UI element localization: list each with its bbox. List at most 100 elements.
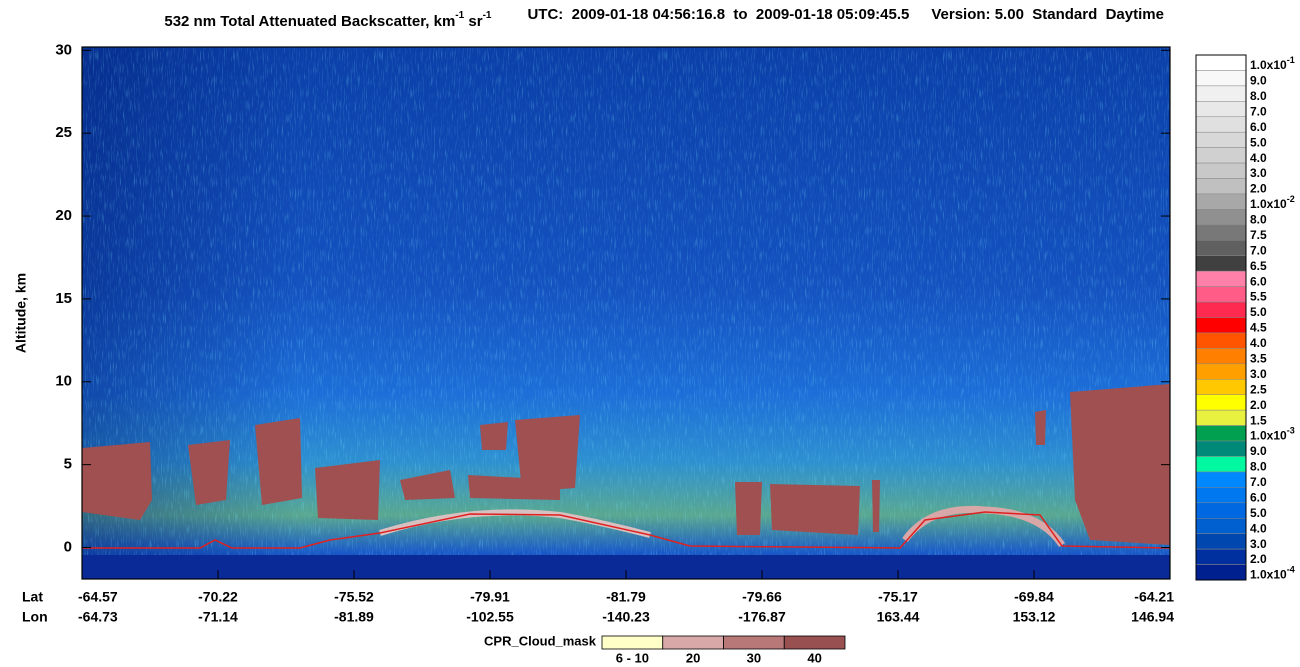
- y-tick-label: 30: [55, 41, 72, 58]
- colorbar-cell: [1195, 101, 1247, 118]
- colorbar-label-text: 1.5: [1250, 413, 1267, 427]
- colorbar-cell: [1195, 456, 1247, 473]
- colorbar-label: 2.5: [1250, 383, 1267, 397]
- colorbar-cell: [1195, 85, 1247, 102]
- colorbar-label: 7.0: [1250, 105, 1267, 119]
- y-tick-label: 5: [64, 456, 72, 473]
- colorbar-label: 5.0: [1250, 305, 1267, 319]
- colorbar-label-text: 3.5: [1250, 352, 1267, 366]
- title-main: 532 nm Total Attenuated Backscatter, km -…: [164, 10, 492, 30]
- colorbar-label-exp: -4: [1287, 565, 1295, 575]
- colorbar-cell: [1195, 178, 1247, 195]
- colorbar-cell: [1195, 270, 1247, 287]
- colorbar-label-text: 7.0: [1250, 475, 1267, 489]
- colorbar-label: 8.0: [1250, 213, 1267, 227]
- lat-tick-label: -75.52: [334, 589, 374, 605]
- colorbar-label: 1.0x10-2: [1250, 194, 1295, 211]
- title-text: sr: [464, 13, 483, 30]
- colorbar-label-text: 2.0: [1250, 552, 1267, 566]
- colorbar-label-text: 1.0x10: [1250, 568, 1287, 582]
- colorbar-label: 4.5: [1250, 321, 1267, 335]
- colorbar-label: 9.0: [1250, 74, 1267, 88]
- lon-tick-label: 153.12: [1013, 609, 1056, 625]
- colorbar-cell: [1195, 425, 1247, 442]
- colorbar-label-exp: -1: [1287, 55, 1295, 65]
- colorbar-label-text: 5.5: [1250, 290, 1267, 304]
- colorbar-cell: [1195, 131, 1247, 148]
- colorbar-cell: [1195, 116, 1247, 133]
- colorbar-cell: [1195, 533, 1247, 550]
- colorbar-label-text: 4.0: [1250, 336, 1267, 350]
- colorbar-cell: [1195, 317, 1247, 334]
- colorbar-label-text: 6.0: [1250, 120, 1267, 134]
- utc: UTC: 2009-01-18 04:56:16.8 to 2009-01-18…: [527, 6, 909, 23]
- colorbar-label-text: 8.0: [1250, 213, 1267, 227]
- colorbar-label: 6.0: [1250, 491, 1267, 505]
- cloud-mask-swatch: [783, 635, 846, 650]
- colorbar-label-text: 3.0: [1250, 166, 1267, 180]
- cloud-mask-regions: [82, 384, 1170, 545]
- colorbar-label: 5.5: [1250, 290, 1267, 304]
- colorbar-cell: [1195, 394, 1247, 411]
- colorbar-label: 5.0: [1250, 506, 1267, 520]
- colorbar-label-text: 2.5: [1250, 383, 1267, 397]
- colorbar-label-exp: -2: [1287, 194, 1295, 204]
- colorbar-label-text: 6.0: [1250, 491, 1267, 505]
- lon-tick-label: -140.23: [602, 609, 650, 625]
- colorbar-label: 2.0: [1250, 552, 1267, 566]
- colorbar-cell: [1195, 240, 1247, 256]
- lon-tick-label: 146.94: [1131, 609, 1174, 625]
- colorbar-label-text: 6.5: [1250, 259, 1267, 273]
- colorbar-label: 1.0x10-4: [1250, 565, 1295, 582]
- colorbar-frame: [1195, 54, 1247, 581]
- lat-tick-label: -79.66: [742, 589, 782, 605]
- lon-label: Lon: [22, 609, 48, 625]
- colorbar-label-text: 5.0: [1250, 305, 1267, 319]
- colorbar-label-text: 4.5: [1250, 321, 1267, 335]
- colorbar-label-text: 7.0: [1250, 105, 1267, 119]
- colorbar-label: 6.0: [1250, 120, 1267, 134]
- colorbar-cell: [1195, 286, 1247, 303]
- colorbar-cell: [1195, 147, 1247, 164]
- colorbar-label: 1.0x10-1: [1250, 55, 1295, 72]
- cloud-mask-label: 20: [686, 650, 700, 665]
- colorbar-cell: [1195, 363, 1247, 380]
- lat-tick-label: -79.91: [470, 589, 510, 605]
- y-tick-label: 25: [55, 124, 72, 141]
- colorbar-label: 7.0: [1250, 475, 1267, 489]
- lon-tick-label: -64.73: [78, 609, 118, 625]
- version: Version: 5.00 Standard Daytime: [931, 6, 1164, 23]
- colorbar-label-text: 3.0: [1250, 537, 1267, 551]
- colorbar-label-text: 8.0: [1250, 460, 1267, 474]
- cloud-mask-label: 6 - 10: [616, 650, 649, 665]
- lat-tick-label: -69.84: [1014, 589, 1054, 605]
- cloud-mask-label: 30: [747, 650, 761, 665]
- lat-tick-label: -64.21: [1134, 589, 1174, 605]
- colorbar-label: 3.0: [1250, 537, 1267, 551]
- lat-tick-label: -70.22: [198, 589, 238, 605]
- colorbar-label: 3.5: [1250, 352, 1267, 366]
- colorbar-label-text: 5.0: [1250, 135, 1267, 149]
- title-superscript: -1: [483, 10, 492, 21]
- colorbar-label-text: 7.5: [1250, 228, 1267, 242]
- colorbar-label: 8.0: [1250, 460, 1267, 474]
- colorbar-label-text: 9.0: [1250, 74, 1267, 88]
- colorbar-label: 4.0: [1250, 151, 1267, 165]
- backscatter-field: [82, 47, 1170, 579]
- colorbar-cell: [1195, 54, 1247, 71]
- y-axis-label: Altitude, km: [13, 273, 29, 353]
- chart-title: 532 nm Total Attenuated Backscatter, km -…: [144, 6, 1177, 30]
- colorbar-label-text: 3.0: [1250, 367, 1267, 381]
- lat-tick-label: -75.17: [878, 589, 918, 605]
- colorbar-cell: [1195, 162, 1247, 179]
- colorbar-label: 7.5: [1250, 228, 1267, 242]
- colorbar-label-exp: -3: [1287, 426, 1295, 436]
- colorbar-cell: [1195, 517, 1247, 534]
- colorbar-label: 9.0: [1250, 444, 1267, 458]
- colorbar-label-text: 5.0: [1250, 506, 1267, 520]
- colorbar-label: 8.0: [1250, 89, 1267, 103]
- title-text: 532 nm Total Attenuated Backscatter, km: [164, 13, 455, 30]
- colorbar-label-text: 6.0: [1250, 274, 1267, 288]
